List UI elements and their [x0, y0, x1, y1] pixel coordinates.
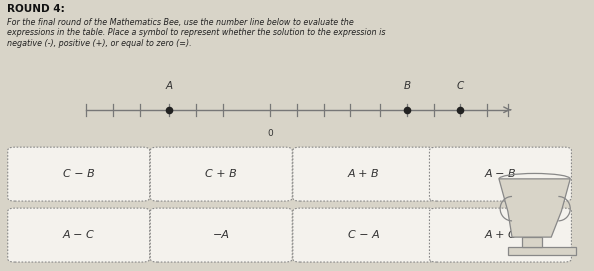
- Polygon shape: [499, 179, 570, 237]
- FancyBboxPatch shape: [8, 147, 150, 201]
- Text: ROUND 4:: ROUND 4:: [7, 4, 65, 14]
- Text: A − C: A − C: [63, 230, 94, 240]
- Text: B: B: [403, 81, 410, 91]
- Polygon shape: [522, 237, 542, 247]
- Text: For the final round of the Mathematics Bee, use the number line below to evaluat: For the final round of the Mathematics B…: [7, 18, 354, 27]
- Text: C − A: C − A: [348, 230, 380, 240]
- FancyBboxPatch shape: [508, 247, 576, 255]
- Text: A − B: A − B: [485, 169, 516, 179]
- Text: negative (-), positive (+), or equal to zero (=).: negative (-), positive (+), or equal to …: [7, 39, 192, 48]
- FancyBboxPatch shape: [293, 147, 435, 201]
- FancyBboxPatch shape: [150, 147, 292, 201]
- Text: C − B: C − B: [63, 169, 94, 179]
- FancyBboxPatch shape: [293, 208, 435, 262]
- Text: A + B: A + B: [348, 169, 380, 179]
- Text: C: C: [457, 81, 464, 91]
- FancyBboxPatch shape: [8, 208, 150, 262]
- FancyBboxPatch shape: [429, 208, 571, 262]
- Text: A: A: [166, 81, 173, 91]
- FancyBboxPatch shape: [150, 208, 292, 262]
- Text: C + B: C + B: [206, 169, 237, 179]
- FancyBboxPatch shape: [429, 147, 571, 201]
- Text: expressions in the table. Place a symbol to represent whether the solution to th: expressions in the table. Place a symbol…: [7, 28, 386, 37]
- Text: 0: 0: [267, 129, 273, 138]
- Text: −A: −A: [213, 230, 230, 240]
- Text: A + C: A + C: [485, 230, 516, 240]
